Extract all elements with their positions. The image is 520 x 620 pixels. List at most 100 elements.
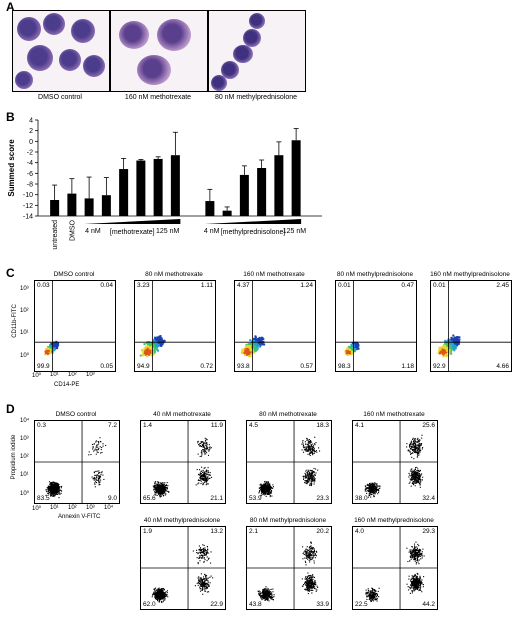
event-dot: [369, 485, 371, 487]
label-dmso: DMSO: [69, 219, 76, 241]
event-dot: [261, 488, 263, 490]
event-dot: [412, 477, 414, 479]
event-dot: [50, 485, 52, 487]
event-dot: [47, 493, 49, 495]
event-dot: [165, 493, 167, 495]
event-dot: [261, 485, 263, 487]
event-dot: [422, 447, 424, 449]
quadrant-lower-right-percent: 4.66: [496, 363, 509, 370]
event-dot: [56, 347, 59, 350]
event-dot: [303, 475, 305, 477]
event-dot: [271, 495, 273, 497]
event-dot: [311, 475, 313, 477]
event-dot: [206, 441, 208, 444]
event-dot: [311, 484, 313, 486]
event-dot: [156, 486, 158, 488]
event-dot: [370, 486, 373, 488]
event-dot: [417, 444, 419, 446]
event-dot: [50, 343, 53, 346]
bar: [291, 140, 301, 216]
event-dot: [200, 455, 203, 457]
event-dot: [200, 440, 202, 443]
event-dot: [314, 436, 316, 438]
event-dot: [412, 482, 414, 484]
event-dot: [198, 444, 200, 446]
event-dot: [418, 478, 420, 480]
quadrant-upper-left-percent: 1.4: [143, 422, 153, 429]
event-dot: [209, 446, 211, 448]
event-dot: [270, 486, 272, 488]
event-dot: [413, 484, 415, 486]
event-dot: [52, 488, 54, 490]
event-dot: [204, 477, 206, 479]
event-dot: [49, 484, 51, 486]
label-methylprednisolone: [methylprednisolone]: [221, 229, 286, 236]
event-dot: [454, 342, 457, 345]
event-dot: [97, 451, 99, 453]
event-dot: [154, 346, 157, 349]
cd11b-cd14-plot: 4.37 1.24 93.8 0.57: [234, 280, 316, 372]
event-dot: [259, 489, 262, 491]
event-dot: [48, 491, 50, 493]
event-dot: [309, 475, 311, 477]
event-dot: [420, 480, 422, 482]
event-dot: [344, 349, 347, 352]
event-dot: [419, 474, 421, 476]
event-dot: [272, 484, 274, 486]
event-dot: [158, 599, 160, 602]
event-dot: [311, 474, 313, 476]
quadrant-upper-left-percent: 4.37: [237, 282, 250, 289]
event-dot: [263, 486, 265, 488]
event-dot: [306, 481, 308, 483]
event-dot: [265, 484, 267, 486]
event-dot: [409, 443, 411, 445]
event-dot: [309, 446, 311, 448]
event-dot: [314, 451, 316, 453]
event-dot: [158, 483, 160, 485]
event-dot: [305, 443, 307, 445]
event-dot: [409, 451, 411, 453]
event-dot: [302, 444, 305, 446]
event-dot: [312, 476, 314, 478]
event-dot: [207, 449, 209, 451]
event-dot: [157, 486, 159, 488]
event-dot: [371, 482, 374, 484]
event-dot: [202, 449, 204, 451]
event-dot: [367, 496, 369, 498]
event-dot: [201, 477, 203, 479]
event-dot: [162, 485, 164, 487]
event-dot: [413, 478, 415, 480]
event-dot: [308, 441, 310, 443]
event-dot: [206, 448, 208, 450]
event-dot: [162, 489, 164, 492]
bar: [119, 169, 129, 216]
event-dot: [208, 444, 210, 446]
event-dot: [267, 482, 269, 484]
event-dot: [204, 453, 206, 455]
quadrant-lower-left-percent: 92.9: [433, 363, 446, 370]
event-dot: [199, 476, 202, 478]
event-dot: [159, 338, 162, 341]
event-dot: [450, 336, 453, 339]
event-dot: [448, 339, 451, 342]
event-dot: [47, 487, 49, 489]
event-dot: [52, 481, 54, 483]
event-dot: [373, 494, 375, 496]
event-dot: [261, 484, 263, 486]
event-dot: [310, 473, 312, 475]
event-dot: [55, 484, 57, 486]
event-dot: [355, 348, 358, 351]
label-mtx-high: 125 nM: [156, 228, 180, 235]
event-dot: [56, 491, 58, 493]
event-dot: [161, 340, 164, 343]
event-dot: [248, 344, 251, 347]
event-dot: [161, 485, 163, 487]
event-dot: [410, 453, 412, 455]
event-dot: [205, 481, 207, 483]
quadrant-lower-right-percent: 23.3: [316, 495, 329, 502]
event-dot: [418, 475, 420, 477]
event-dot: [452, 340, 455, 343]
event-dot: [312, 478, 314, 480]
event-dot: [98, 472, 100, 474]
event-dot: [372, 491, 375, 493]
